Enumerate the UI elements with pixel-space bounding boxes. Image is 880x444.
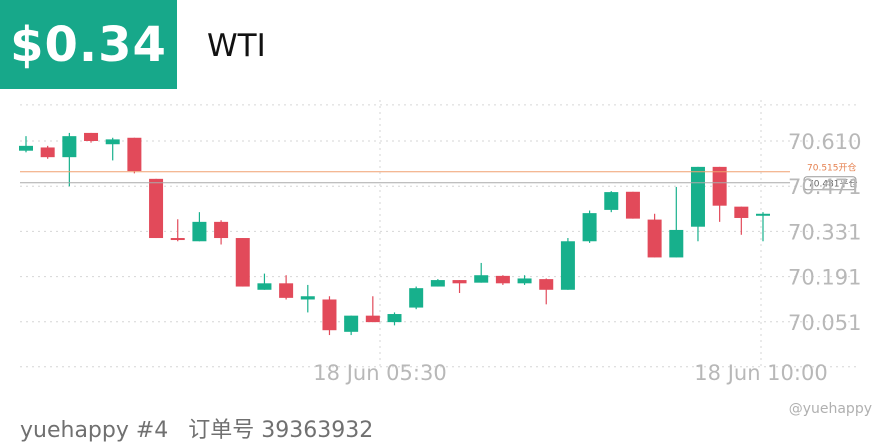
candle-body: [170, 238, 185, 241]
candle: [62, 132, 77, 187]
candle: [344, 315, 359, 336]
candle: [647, 213, 662, 258]
candle-body: [409, 288, 424, 308]
candle: [669, 186, 684, 258]
candle: [712, 166, 727, 222]
candle-body: [625, 191, 640, 219]
candle: [734, 206, 749, 235]
candle: [495, 275, 510, 285]
candle-body: [322, 299, 337, 331]
candle: [430, 279, 445, 287]
candle-body: [149, 178, 164, 239]
y-tick-label: 70.471: [788, 175, 861, 199]
candle-body: [300, 296, 315, 300]
candle: [539, 278, 554, 305]
candle: [756, 212, 770, 242]
candle-body: [257, 283, 272, 290]
user-label: yuehappy #4: [20, 418, 169, 443]
x-axis-ticks: 18 Jun 05:30 18 Jun 10:00: [313, 361, 827, 385]
candle: [192, 212, 207, 242]
candle: [365, 296, 380, 323]
candle: [40, 145, 55, 159]
chart-grid: [20, 100, 858, 370]
candle-body: [235, 238, 250, 287]
y-tick-label: 70.610: [788, 130, 861, 154]
candle-body: [495, 275, 510, 284]
candle-body: [40, 147, 55, 158]
candle: [625, 191, 640, 219]
candle-body: [647, 219, 662, 258]
candle-body: [279, 283, 294, 298]
candle: [474, 262, 489, 283]
candle: [604, 191, 619, 213]
watermark-text: @yuehappy: [788, 401, 872, 417]
candle: [300, 284, 315, 313]
x-tick-label: 18 Jun 10:00: [694, 361, 827, 385]
candle-body: [712, 166, 727, 206]
candle: [170, 219, 185, 242]
order-number: 订单号 39363932: [188, 418, 374, 443]
x-tick-label: 18 Jun 05:30: [313, 361, 446, 385]
candle: [105, 137, 120, 161]
candle: [517, 275, 532, 285]
candle: [387, 312, 402, 326]
candle-body: [127, 137, 142, 172]
close-position-label: 70.481平仓: [808, 178, 858, 190]
close-position-tag: [803, 176, 857, 191]
symbol-label: WTI: [207, 28, 266, 64]
open-position-label: 70.515开仓: [807, 162, 857, 174]
candle-body: [734, 206, 749, 218]
candle-body: [430, 280, 445, 287]
candle-body: [192, 221, 207, 242]
candle: [235, 238, 250, 287]
candle-body: [539, 279, 554, 290]
candle: [322, 296, 337, 336]
price-badge: $0.34: [0, 0, 177, 89]
y-tick-label: 70.331: [788, 220, 861, 244]
candle-body: [105, 139, 120, 145]
candle-body: [387, 314, 402, 323]
candle-body: [19, 145, 33, 151]
price-value: $0.34: [10, 16, 167, 73]
y-axis-ticks: 70.610 70.471 70.331 70.191 70.051: [788, 130, 861, 335]
candle-body: [474, 275, 489, 283]
y-tick-label: 70.191: [788, 266, 861, 290]
candle: [257, 273, 272, 290]
candle: [19, 136, 33, 153]
candles-layer: [19, 132, 770, 336]
candle: [452, 280, 467, 294]
candle-body: [582, 213, 597, 242]
candle-body: [560, 241, 575, 290]
candle-body: [669, 229, 684, 258]
candle-body: [690, 166, 705, 227]
position-lines: 70.515开仓 70.481平仓: [20, 162, 858, 191]
candle-body: [604, 192, 619, 210]
candle: [127, 137, 142, 174]
candle: [690, 166, 705, 242]
candle-body: [365, 315, 380, 323]
candle-body: [62, 136, 77, 158]
candle-body: [344, 315, 359, 332]
footer-info: yuehappy #4 订单号 39363932: [20, 412, 393, 444]
candle: [560, 238, 575, 290]
candle: [84, 132, 99, 143]
candle-body: [452, 280, 467, 284]
candle: [582, 210, 597, 243]
candle: [409, 286, 424, 310]
candle: [279, 275, 294, 300]
candle-body: [84, 132, 99, 141]
candle-body: [214, 221, 229, 239]
candle: [149, 178, 164, 239]
candle: [214, 220, 229, 245]
y-tick-label: 70.051: [788, 311, 861, 335]
candle-body: [517, 278, 532, 284]
candle-body: [756, 213, 770, 216]
